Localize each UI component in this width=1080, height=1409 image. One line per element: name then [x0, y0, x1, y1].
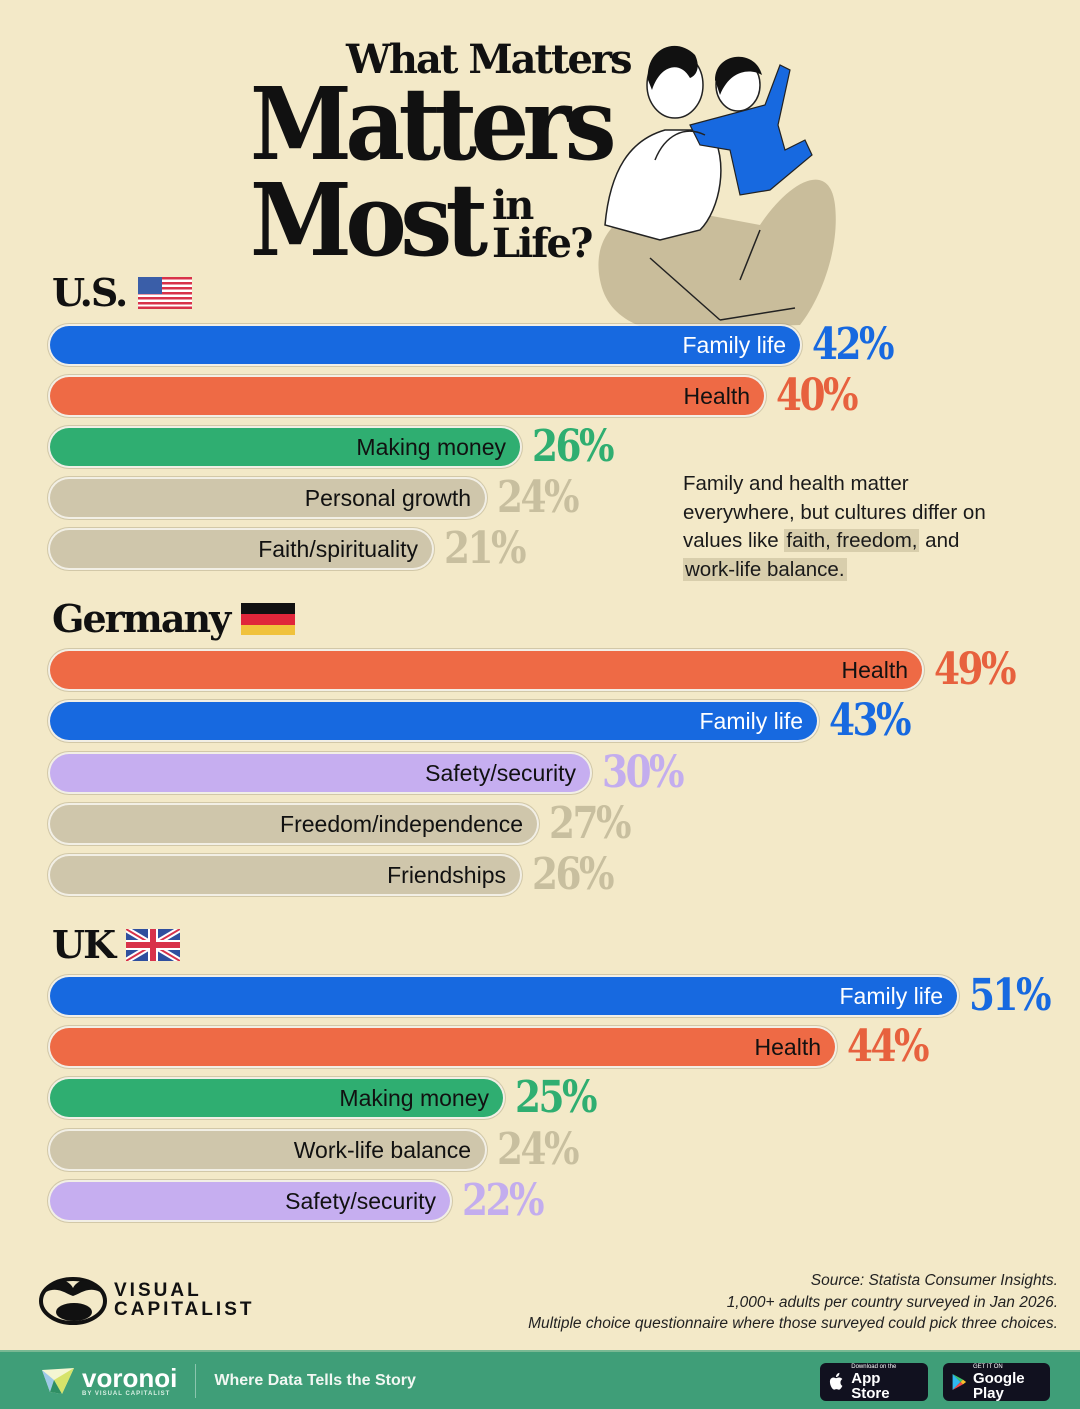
germany-flag-icon: [241, 603, 296, 635]
bar-health: Health: [50, 1028, 835, 1066]
pct-label: 30%: [602, 747, 684, 798]
pct-label: 27%: [549, 798, 631, 849]
bar-row: Freedom/independence 27%: [50, 798, 643, 849]
bar-safety-security: Safety/security: [50, 1182, 450, 1220]
parent-child-illustration: [598, 45, 836, 330]
bar-row: Friendships 26%: [50, 849, 626, 900]
tagline: Where Data Tells the Story: [214, 1371, 416, 1389]
bar-personal-growth: Personal growth: [50, 479, 485, 517]
voronoi-icon: [42, 1367, 74, 1394]
uk-flag-icon: [126, 929, 181, 961]
bar-faith-spirituality: Faith/spirituality: [50, 530, 432, 568]
bar-row: Family life 43%: [50, 695, 923, 746]
country-header-us: U.S.: [52, 270, 193, 315]
bar-row: Making money 26%: [50, 421, 626, 472]
bar-safety-security: Safety/security: [50, 754, 590, 792]
country-header-uk: UK: [52, 922, 181, 967]
highlight-work-life: work-life balance.: [683, 557, 847, 581]
pct-label: 25%: [515, 1072, 597, 1123]
us-flag-icon: [138, 277, 193, 309]
bar-row: Faith/spirituality 21%: [50, 523, 538, 574]
pct-label: 24%: [497, 472, 579, 523]
bar-row: Health 40%: [50, 370, 870, 421]
pct-label: 22%: [462, 1175, 544, 1226]
title-line-1: What Matters: [346, 36, 633, 83]
bar-making-money: Making money: [50, 1079, 503, 1117]
google-play-button[interactable]: GET IT ON Google Play: [943, 1363, 1050, 1401]
app-store-button[interactable]: Download on the App Store: [820, 1363, 928, 1401]
country-name: U.S.: [52, 270, 128, 315]
country-header-germany: Germany: [52, 596, 296, 641]
apple-icon: [829, 1372, 843, 1390]
bar-health: Health: [50, 651, 922, 689]
pct-label: 40%: [776, 370, 858, 421]
bar-family-life: Family life: [50, 702, 817, 740]
voronoi-logo[interactable]: voronoi BY VISUAL CAPITALIST: [40, 1365, 177, 1397]
title-line-3: Most: [250, 161, 488, 279]
visual-capitalist-icon: [39, 1277, 107, 1325]
voronoi-footer-bar: voronoi BY VISUAL CAPITALIST Where Data …: [0, 1350, 1080, 1409]
bar-health: Health: [50, 377, 764, 415]
bar-row: Health 49%: [50, 644, 1028, 695]
pct-label: 43%: [829, 695, 911, 746]
pct-label: 51%: [969, 970, 1051, 1021]
bar-row: Work-life balance 24%: [50, 1124, 591, 1175]
bar-row: Safety/security 30%: [50, 747, 696, 798]
pct-label: 44%: [847, 1021, 929, 1072]
bar-row: Personal growth 24%: [50, 472, 591, 523]
bar-row: Safety/security 22%: [50, 1175, 556, 1226]
visual-capitalist-logo[interactable]: VISUAL CAPITALIST: [38, 1274, 254, 1326]
bar-freedom-independence: Freedom/independence: [50, 805, 537, 843]
bar-family-life: Family life: [50, 977, 957, 1015]
source-note: Source: Statista Consumer Insights. 1,00…: [528, 1272, 1058, 1332]
bar-row: Family life 51%: [50, 970, 1063, 1021]
pct-label: 21%: [444, 523, 526, 574]
title-line-2: Matters: [250, 65, 617, 183]
bar-making-money: Making money: [50, 428, 520, 466]
bar-friendships: Friendships: [50, 856, 520, 894]
bar-family-life: Family life: [50, 326, 800, 364]
pct-label: 49%: [934, 644, 1016, 695]
title-in: in: [492, 182, 534, 229]
pct-label: 26%: [532, 849, 614, 900]
divider: [195, 1363, 197, 1398]
country-name: UK: [52, 922, 116, 967]
pct-label: 26%: [532, 421, 614, 472]
bar-row: Family life 42%: [50, 319, 906, 370]
pct-label: 24%: [497, 1124, 579, 1175]
country-name: Germany: [52, 596, 231, 641]
pct-label: 42%: [812, 319, 894, 370]
title-life: Life?: [492, 220, 593, 267]
bar-work-life-balance: Work-life balance: [50, 1131, 485, 1169]
bar-row: Health 44%: [50, 1021, 941, 1072]
bar-row: Making money 25%: [50, 1072, 609, 1123]
google-play-icon: [952, 1374, 967, 1390]
highlight-faith-freedom: faith, freedom,: [784, 529, 920, 552]
insight-note: Family and health matter everywhere, but…: [683, 472, 986, 581]
